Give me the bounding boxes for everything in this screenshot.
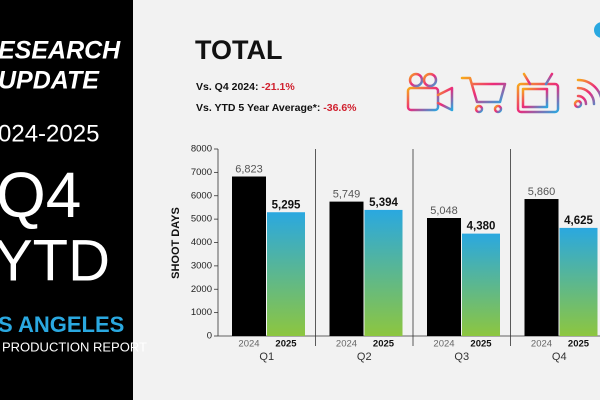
bar [559,227,598,336]
sidebar-text: ESEARCH UPDATE 024-2025 Q4 YTD S ANGELES… [0,37,147,355]
y-tick-label: 6000 [191,190,212,201]
tv-icon [516,72,560,114]
sidebar-line: 024-2025 [0,120,99,147]
x-tick-label: Q3 [454,351,469,363]
icons [406,72,600,114]
y-tick-label: 5000 [191,214,212,225]
bar [524,199,559,336]
series-label: 2024 [336,339,357,350]
annotations: Vs. Q4 2024: -21.1% Vs. YTD 5 Year Avera… [196,81,357,114]
y-tick-label: 1000 [191,307,212,318]
x-tick-label: Q1 [259,351,274,363]
annotation: Vs. Q4 2024: -21.1% [196,81,295,93]
y-tick-label: 8000 [191,144,212,155]
sidebar-line: YTD [0,228,110,293]
x-tick-label: Q2 [357,351,372,363]
y-tick-label: 3000 [191,260,212,271]
series-label: 2025 [470,339,492,350]
bar [232,176,266,336]
wifi-icon [573,78,600,109]
sidebar-line: UPDATE [0,67,100,95]
cart-icon [460,76,507,114]
corner-badge [594,22,600,38]
y-tick-label: 0 [207,331,212,342]
sidebar-report: PRODUCTION REPORT [2,339,147,354]
camera-icon [406,72,454,112]
annotation-label: Vs. YTD 5 Year Average*: [196,102,320,114]
y-tick-label: 4000 [191,237,212,248]
bar [462,233,500,336]
chart-title: TOTAL [195,35,283,65]
value-label: 5,860 [528,186,556,198]
sidebar-line: Q4 [0,159,81,231]
value-label: 4,625 [564,215,593,227]
value-label: 5,394 [369,197,398,209]
bar [329,201,364,336]
y-axis-label: SHOOT DAYS [170,207,182,279]
sidebar-city: S ANGELES [0,312,124,337]
value-label: 5,048 [430,205,458,217]
series-label: 2024 [531,339,552,350]
value-label: 4,380 [467,221,496,233]
annotation-value: -36.6% [323,102,357,114]
bar [364,209,403,336]
series-label: 2024 [238,339,259,350]
x-tick-label: Q4 [552,351,567,363]
series-label: 2024 [433,339,454,350]
series-label: 2025 [275,339,297,350]
bar [427,218,461,336]
value-label: 5,749 [333,189,361,201]
sidebar-line: ESEARCH [0,37,121,65]
annotation-value: -21.1% [261,81,295,93]
value-label: 5,295 [272,199,301,211]
value-label: 6,823 [235,163,263,175]
sidebar [0,0,133,400]
bar [267,212,305,336]
annotation: Vs. YTD 5 Year Average*: -36.6% [196,102,357,114]
y-tick-label: 2000 [191,284,212,295]
series-label: 2025 [373,339,395,350]
y-tick-label: 7000 [191,167,212,178]
plot: 0 1000 2000 3000 4000 5000 6000 7000 8000 Q1 6,823… [191,144,600,363]
annotation-label: Vs. Q4 2024: [196,81,258,93]
series-label: 2025 [568,339,590,350]
